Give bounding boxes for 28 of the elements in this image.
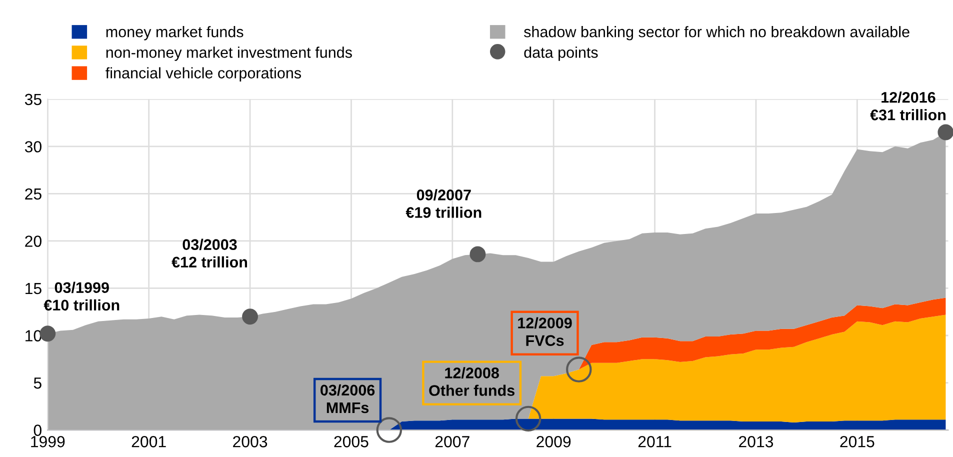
annotation: 03/2006 MMFs bbox=[320, 384, 375, 414]
legend-label: money market funds bbox=[106, 26, 244, 40]
x-tick-label: 2005 bbox=[334, 436, 368, 448]
y-tick-label: 30 bbox=[24, 141, 42, 152]
legend-label: shadow banking sector for which no breakdown available bbox=[524, 26, 910, 40]
annotation: 12/2008 Other funds bbox=[429, 367, 514, 396]
legend-label: non-money market investment funds bbox=[106, 46, 352, 61]
annotation: 03/2003 €12 trillion bbox=[172, 238, 248, 268]
x-tick-label: 2001 bbox=[132, 436, 166, 448]
y-tick-label: 25 bbox=[25, 188, 42, 200]
y-tick-label: 20 bbox=[25, 236, 42, 247]
y-tick-label: 5 bbox=[34, 378, 42, 389]
x-tick-label: 2007 bbox=[435, 436, 470, 448]
annotation: 09/2007 €19 trillion bbox=[406, 189, 482, 218]
annotation: 03/1999 €10 trillion bbox=[44, 282, 120, 311]
y-tick-label: 35 bbox=[24, 94, 42, 106]
y-tick-label: 15 bbox=[26, 283, 42, 294]
x-tick-label: 2009 bbox=[536, 436, 571, 448]
legend-label: financial vehicle corporations bbox=[106, 67, 302, 82]
x-tick-label: 2013 bbox=[739, 436, 774, 448]
x-tick-label: 2011 bbox=[638, 436, 672, 448]
annotation: 12/2009 FVCs bbox=[518, 317, 572, 346]
x-tick-label: 2015 bbox=[840, 436, 874, 448]
legend-label: data points bbox=[524, 46, 598, 61]
y-tick-label: 0 bbox=[34, 424, 42, 436]
annotation: 12/2016 €31 trillion bbox=[870, 92, 946, 120]
x-tick-label: 1999 bbox=[31, 436, 65, 448]
x-tick-label: 2003 bbox=[233, 436, 268, 448]
